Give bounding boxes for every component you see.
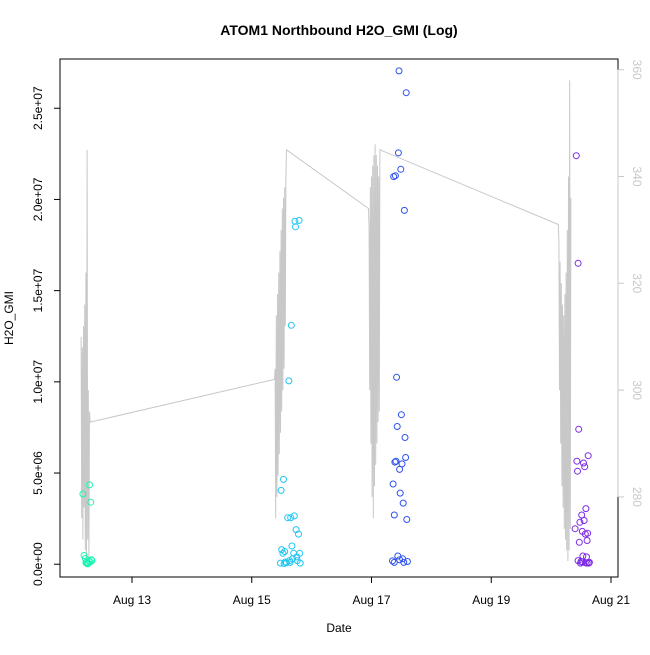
data-point [287, 321, 295, 329]
data-point [574, 557, 582, 565]
data-point [88, 557, 96, 565]
data-point [79, 490, 87, 498]
y-tick-label: 1.0e+07 [31, 360, 45, 404]
data-point [582, 505, 590, 513]
data-point [86, 481, 93, 489]
data-point [295, 216, 303, 224]
data-point [281, 548, 289, 555]
x-tick-label: Aug 13 [113, 593, 151, 607]
data-point [584, 452, 592, 460]
data-point [402, 454, 410, 461]
y-axis: 0.0e+00 5.0e+06 1.0e+07 1.5e+07 2.0e+07 2.5e+… [31, 86, 61, 586]
data-point [575, 538, 583, 546]
data-point [84, 560, 92, 568]
line-series [80, 80, 572, 562]
chart-title: ATOM1 Northbound H2O_GMI (Log) [220, 22, 457, 38]
data-point [580, 517, 588, 524]
data-point [296, 559, 304, 567]
data-point [578, 558, 586, 566]
data-point [395, 67, 403, 75]
y-tick-label: 0.0e+00 [31, 542, 45, 586]
y-axis-label: H2O_GMI [2, 291, 16, 345]
data-point [292, 223, 299, 231]
data-point [572, 152, 580, 160]
data-point [580, 459, 587, 467]
data-point [581, 463, 589, 471]
data-point [82, 559, 90, 567]
data-point [87, 498, 95, 506]
y2-tick-label: 280 [630, 487, 644, 507]
points-layer [79, 67, 593, 568]
data-point [574, 259, 582, 267]
data-point [285, 377, 293, 385]
x-axis-label: Date [326, 621, 352, 635]
data-point [389, 557, 396, 565]
x-tick-label: Aug 15 [233, 593, 271, 607]
data-point [389, 480, 397, 488]
data-point [287, 514, 295, 522]
y-tick-label: 1.5e+07 [31, 268, 45, 312]
data-point [391, 458, 399, 466]
plot-frame [59, 58, 619, 578]
data-point [280, 475, 287, 483]
y2-tick-label: 300 [630, 380, 644, 400]
data-point [288, 542, 296, 550]
data-point [390, 511, 398, 519]
data-point [397, 411, 405, 419]
y-tick-label: 2.0e+07 [31, 177, 45, 221]
data-point [392, 457, 400, 465]
y-tick-label: 5.0e+06 [31, 451, 45, 495]
data-point [583, 537, 591, 544]
y2-tick-label: 320 [630, 273, 644, 293]
data-point [390, 558, 398, 566]
data-point [400, 206, 408, 214]
data-point [277, 486, 285, 494]
data-point [295, 530, 302, 538]
data-point [284, 514, 292, 522]
data-point [393, 423, 401, 430]
line-layer [80, 80, 572, 562]
data-point [402, 89, 410, 97]
data-point [583, 559, 591, 567]
data-point [400, 558, 408, 566]
x-axis: Aug 13 Aug 15 Aug 17 Aug 19 Aug 21 [113, 576, 630, 607]
data-point [394, 149, 402, 157]
data-point [281, 558, 289, 566]
x-tick-label: Aug 21 [592, 593, 630, 607]
data-point [290, 512, 298, 520]
x-tick-label: Aug 19 [472, 593, 510, 607]
x-tick-label: Aug 17 [352, 593, 390, 607]
data-point [403, 516, 411, 523]
data-point [401, 434, 409, 441]
data-point [575, 425, 583, 433]
data-point [584, 529, 592, 537]
data-point [396, 489, 404, 497]
data-point [279, 549, 287, 557]
y-tick-label: 2.5e+07 [31, 86, 45, 130]
data-point [571, 525, 579, 533]
data-point [403, 558, 411, 565]
data-point [398, 460, 406, 468]
data-point [286, 558, 294, 566]
data-point [393, 373, 401, 381]
y2-tick-label: 360 [630, 60, 644, 80]
data-point [296, 549, 304, 557]
data-point [576, 518, 584, 526]
data-point [574, 467, 581, 475]
data-point [391, 172, 399, 180]
y2-axis: 280 300 320 340 360 [617, 60, 644, 507]
data-point [573, 457, 581, 465]
data-point [397, 165, 405, 173]
y2-tick-label: 340 [630, 166, 644, 186]
data-point [399, 499, 407, 507]
